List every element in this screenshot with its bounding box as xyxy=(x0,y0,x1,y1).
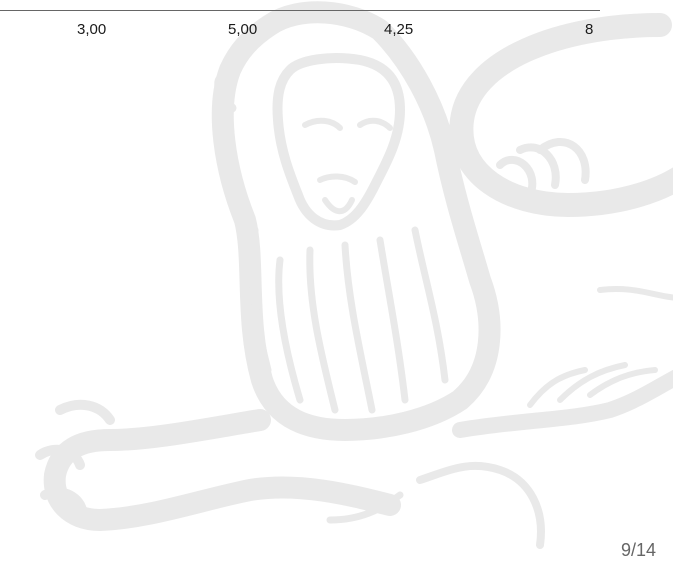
table-cell: 8 xyxy=(585,21,594,38)
page-number: 9/14 xyxy=(620,540,656,560)
table-cell: 3,00 xyxy=(77,21,107,38)
table-fragment: 3,00 5,00 4,25 8 xyxy=(0,0,600,60)
table-cell: 5,00 xyxy=(228,21,258,38)
table-rule xyxy=(0,10,600,11)
table-cell: 4,25 xyxy=(384,21,414,38)
